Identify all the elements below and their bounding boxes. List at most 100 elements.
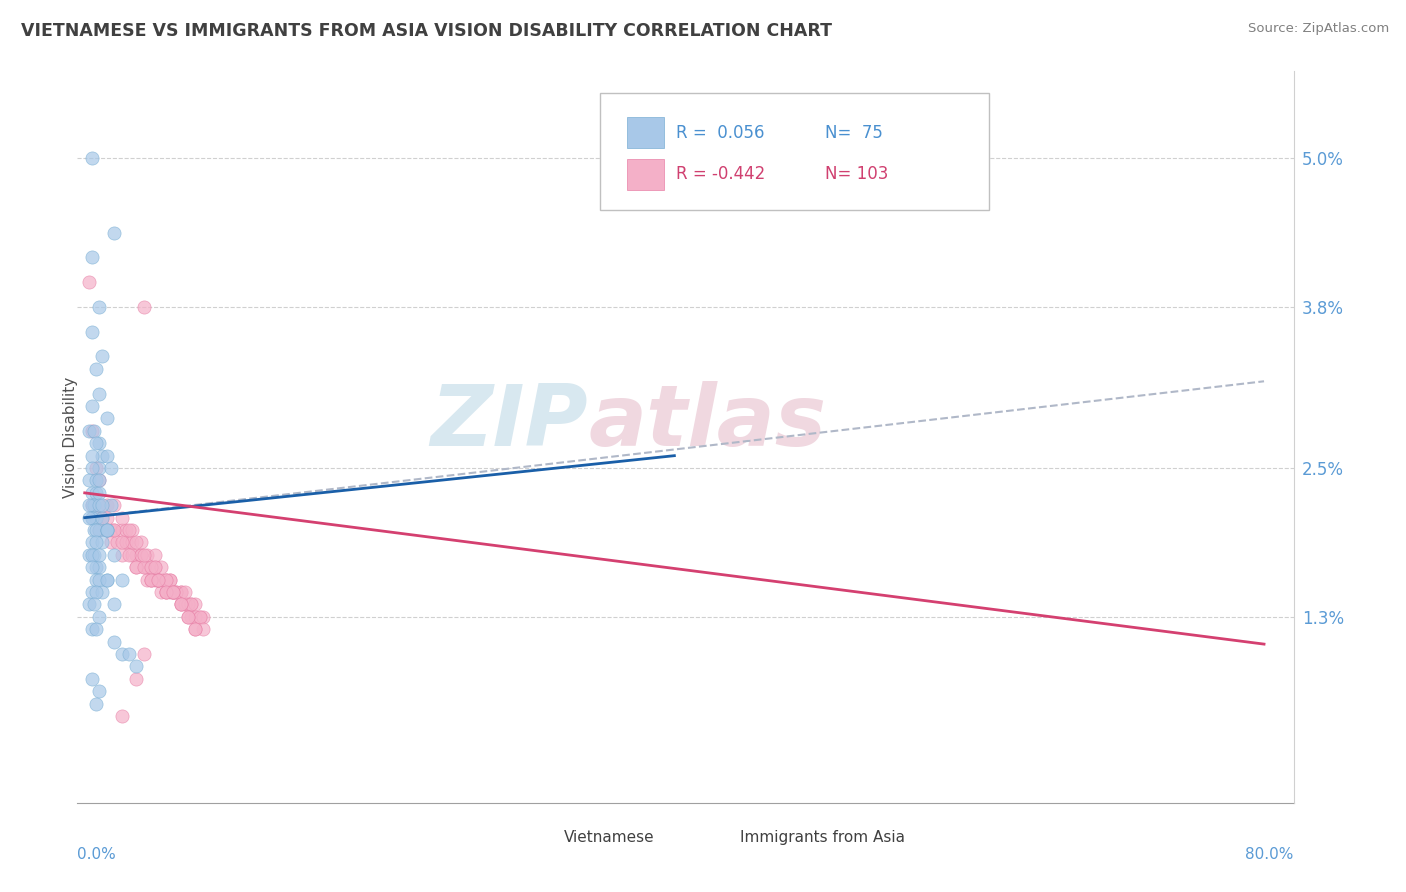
Point — [91, 498, 114, 512]
Point — [77, 498, 100, 512]
Point — [103, 226, 125, 240]
Point — [86, 585, 108, 599]
Point — [91, 510, 114, 524]
Point — [83, 598, 105, 612]
Point — [77, 275, 100, 289]
Point — [169, 585, 191, 599]
Point — [162, 585, 184, 599]
Point — [89, 486, 111, 500]
Point — [86, 535, 108, 549]
Point — [77, 424, 100, 438]
Point — [191, 610, 214, 624]
Text: atlas: atlas — [588, 381, 827, 464]
Point — [110, 523, 132, 537]
Point — [96, 411, 118, 425]
Point — [83, 498, 105, 512]
Y-axis label: Vision Disability: Vision Disability — [63, 376, 77, 498]
Point — [145, 560, 167, 574]
Point — [103, 498, 125, 512]
Point — [80, 151, 103, 165]
Point — [145, 548, 167, 562]
Point — [89, 523, 111, 537]
Point — [118, 535, 141, 549]
Point — [162, 585, 184, 599]
Point — [110, 548, 132, 562]
Point — [159, 573, 181, 587]
Point — [96, 523, 118, 537]
Point — [177, 610, 200, 624]
Point — [86, 461, 108, 475]
Point — [125, 659, 148, 673]
Point — [80, 510, 103, 524]
Point — [83, 548, 105, 562]
Point — [174, 585, 197, 599]
Point — [139, 573, 162, 587]
Point — [103, 548, 125, 562]
Point — [139, 560, 162, 574]
Point — [96, 510, 118, 524]
Point — [115, 535, 138, 549]
Point — [155, 573, 177, 587]
Point — [89, 300, 111, 314]
Bar — [527, 826, 554, 848]
Point — [80, 461, 103, 475]
Point — [80, 325, 103, 339]
Point — [80, 449, 103, 463]
Point — [129, 548, 152, 562]
Point — [96, 523, 118, 537]
Point — [110, 573, 132, 587]
Point — [177, 598, 200, 612]
Point — [132, 647, 155, 661]
Text: 80.0%: 80.0% — [1246, 847, 1294, 862]
Point — [86, 622, 108, 636]
Point — [103, 523, 125, 537]
Point — [135, 573, 157, 587]
Point — [184, 622, 207, 636]
Point — [89, 498, 111, 512]
Point — [77, 474, 100, 488]
Point — [86, 510, 108, 524]
Point — [83, 424, 105, 438]
Bar — [627, 159, 664, 190]
Point — [174, 598, 197, 612]
Point — [155, 585, 177, 599]
Point — [80, 585, 103, 599]
Point — [89, 610, 111, 624]
Point — [118, 548, 141, 562]
Point — [86, 486, 108, 500]
Point — [80, 424, 103, 438]
Point — [191, 622, 214, 636]
Point — [162, 585, 184, 599]
Point — [177, 598, 200, 612]
Point — [132, 560, 155, 574]
Point — [177, 610, 200, 624]
Text: VIETNAMESE VS IMMIGRANTS FROM ASIA VISION DISABILITY CORRELATION CHART: VIETNAMESE VS IMMIGRANTS FROM ASIA VISIO… — [21, 22, 832, 40]
Point — [174, 598, 197, 612]
Point — [83, 523, 105, 537]
Point — [125, 672, 148, 686]
Text: Immigrants from Asia: Immigrants from Asia — [740, 830, 905, 845]
Point — [96, 498, 118, 512]
Point — [80, 498, 103, 512]
Point — [86, 560, 108, 574]
Text: Vietnamese: Vietnamese — [564, 830, 654, 845]
Text: N=  75: N= 75 — [825, 124, 883, 142]
Point — [77, 510, 100, 524]
Point — [155, 585, 177, 599]
Point — [80, 548, 103, 562]
Text: N= 103: N= 103 — [825, 166, 889, 184]
Point — [110, 535, 132, 549]
Point — [135, 548, 157, 562]
Point — [188, 610, 211, 624]
Point — [80, 535, 103, 549]
Point — [96, 523, 118, 537]
Point — [89, 436, 111, 450]
Point — [86, 474, 108, 488]
Point — [91, 510, 114, 524]
Point — [89, 548, 111, 562]
Point — [159, 585, 181, 599]
Point — [91, 535, 114, 549]
Text: Source: ZipAtlas.com: Source: ZipAtlas.com — [1249, 22, 1389, 36]
Point — [100, 498, 122, 512]
Point — [100, 523, 122, 537]
